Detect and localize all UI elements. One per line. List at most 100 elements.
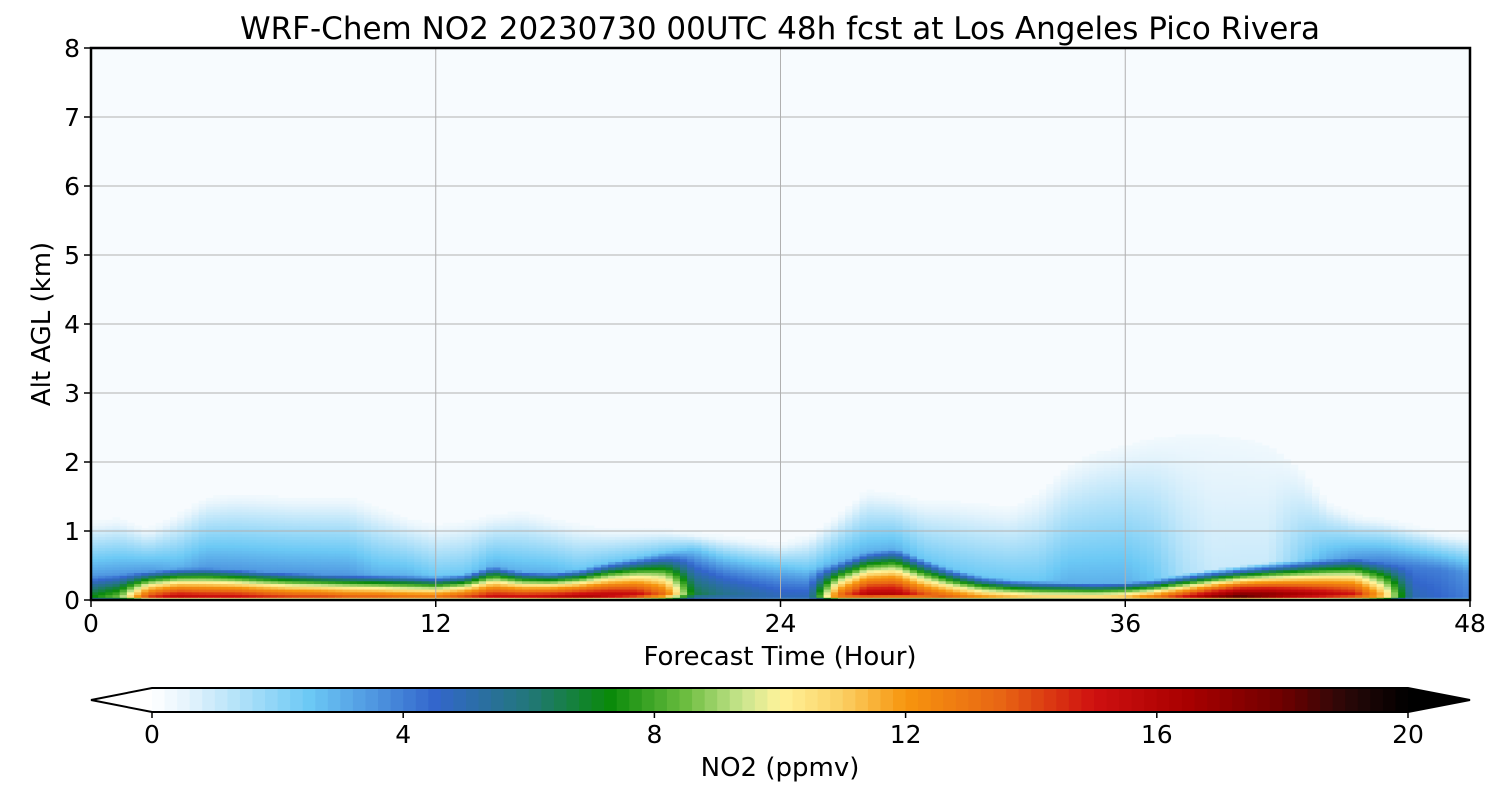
field-cell bbox=[1110, 459, 1119, 463]
field-cell bbox=[902, 591, 911, 596]
field-cell bbox=[780, 597, 789, 600]
field-cell bbox=[392, 577, 401, 582]
field-cell bbox=[859, 503, 868, 507]
field-cell bbox=[837, 572, 846, 576]
field-cell bbox=[227, 555, 236, 560]
field-cell bbox=[557, 542, 566, 546]
field-cell bbox=[349, 591, 358, 596]
field-cell bbox=[1017, 503, 1026, 507]
field-cell bbox=[112, 542, 121, 546]
field-cell bbox=[1096, 489, 1105, 493]
field-cell bbox=[371, 555, 379, 560]
field-cell bbox=[349, 550, 358, 554]
field-cell bbox=[162, 569, 171, 573]
field-cell bbox=[507, 519, 516, 524]
field-cell bbox=[1110, 539, 1119, 543]
field-cell bbox=[277, 575, 286, 579]
field-cell bbox=[263, 555, 272, 560]
field-cell bbox=[170, 594, 178, 598]
field-cell bbox=[1118, 539, 1126, 543]
field-cell bbox=[859, 514, 868, 518]
field-cell bbox=[306, 588, 315, 593]
field-cell bbox=[493, 531, 501, 535]
field-cell bbox=[672, 591, 681, 596]
field-cell bbox=[579, 544, 588, 549]
field-cell bbox=[1132, 484, 1141, 488]
field-cell bbox=[514, 547, 523, 551]
field-cell bbox=[478, 519, 487, 524]
field-cell bbox=[780, 588, 789, 593]
field-cell bbox=[1139, 442, 1148, 447]
field-cell bbox=[1031, 511, 1040, 516]
field-cell bbox=[349, 508, 358, 513]
field-cell bbox=[550, 525, 559, 529]
field-cell bbox=[313, 575, 322, 579]
field-cell bbox=[881, 525, 889, 529]
field-cell bbox=[471, 561, 480, 565]
field-cell bbox=[809, 542, 818, 546]
field-cell bbox=[98, 591, 106, 596]
field-cell bbox=[493, 528, 501, 532]
field-cell bbox=[478, 569, 487, 573]
field-cell bbox=[809, 561, 818, 565]
field-cell bbox=[335, 500, 343, 504]
field-cell bbox=[277, 558, 286, 562]
field-cell bbox=[873, 586, 882, 590]
field-cell bbox=[751, 544, 760, 549]
field-cell bbox=[938, 594, 947, 598]
field-cell bbox=[170, 547, 178, 551]
field-cell bbox=[1110, 473, 1119, 477]
field-cell bbox=[622, 558, 631, 562]
field-cell bbox=[328, 566, 336, 571]
field-cell bbox=[1103, 591, 1112, 596]
field-cell bbox=[249, 547, 257, 551]
field-cell bbox=[1096, 544, 1105, 549]
field-cell bbox=[622, 561, 631, 565]
field-cell bbox=[881, 558, 889, 562]
field-cell bbox=[773, 558, 782, 562]
field-cell bbox=[1132, 555, 1141, 560]
field-cell bbox=[134, 528, 142, 532]
field-cell bbox=[888, 500, 897, 504]
field-cell bbox=[141, 542, 150, 546]
field-cell bbox=[1067, 464, 1076, 469]
field-cell bbox=[694, 550, 703, 554]
field-cell bbox=[895, 597, 904, 600]
field-cell bbox=[1082, 506, 1090, 510]
field-cell bbox=[701, 594, 710, 598]
field-cell bbox=[1031, 561, 1040, 565]
field-cell bbox=[421, 544, 430, 549]
field-cell bbox=[715, 594, 724, 598]
field-cell bbox=[313, 525, 322, 529]
field-cell bbox=[888, 533, 897, 538]
field-cell bbox=[1060, 486, 1069, 491]
field-cell bbox=[277, 561, 286, 565]
field-cell bbox=[881, 561, 889, 565]
field-cell bbox=[313, 528, 322, 532]
field-cell bbox=[1146, 514, 1155, 518]
field-cell bbox=[758, 569, 767, 573]
field-cell bbox=[91, 553, 99, 557]
field-cell bbox=[981, 544, 990, 549]
field-cell bbox=[478, 591, 487, 596]
field-cell bbox=[263, 506, 272, 510]
field-cell bbox=[1146, 577, 1155, 582]
field-cell bbox=[802, 597, 810, 600]
field-cell bbox=[644, 550, 652, 554]
field-cell bbox=[945, 572, 954, 576]
field-cell bbox=[1118, 467, 1126, 471]
field-cell bbox=[227, 519, 236, 524]
field-cell bbox=[1010, 528, 1019, 532]
field-cell bbox=[888, 586, 897, 590]
field-cell bbox=[974, 580, 983, 585]
field-cell bbox=[1017, 561, 1026, 565]
field-cell bbox=[579, 547, 588, 551]
field-cell bbox=[213, 558, 221, 562]
field-cell bbox=[349, 517, 358, 521]
field-cell bbox=[435, 536, 444, 540]
field-cell bbox=[622, 572, 631, 576]
field-cell bbox=[658, 542, 667, 546]
field-cell bbox=[945, 558, 954, 562]
field-cell bbox=[1067, 506, 1076, 510]
field-cell bbox=[270, 511, 279, 516]
